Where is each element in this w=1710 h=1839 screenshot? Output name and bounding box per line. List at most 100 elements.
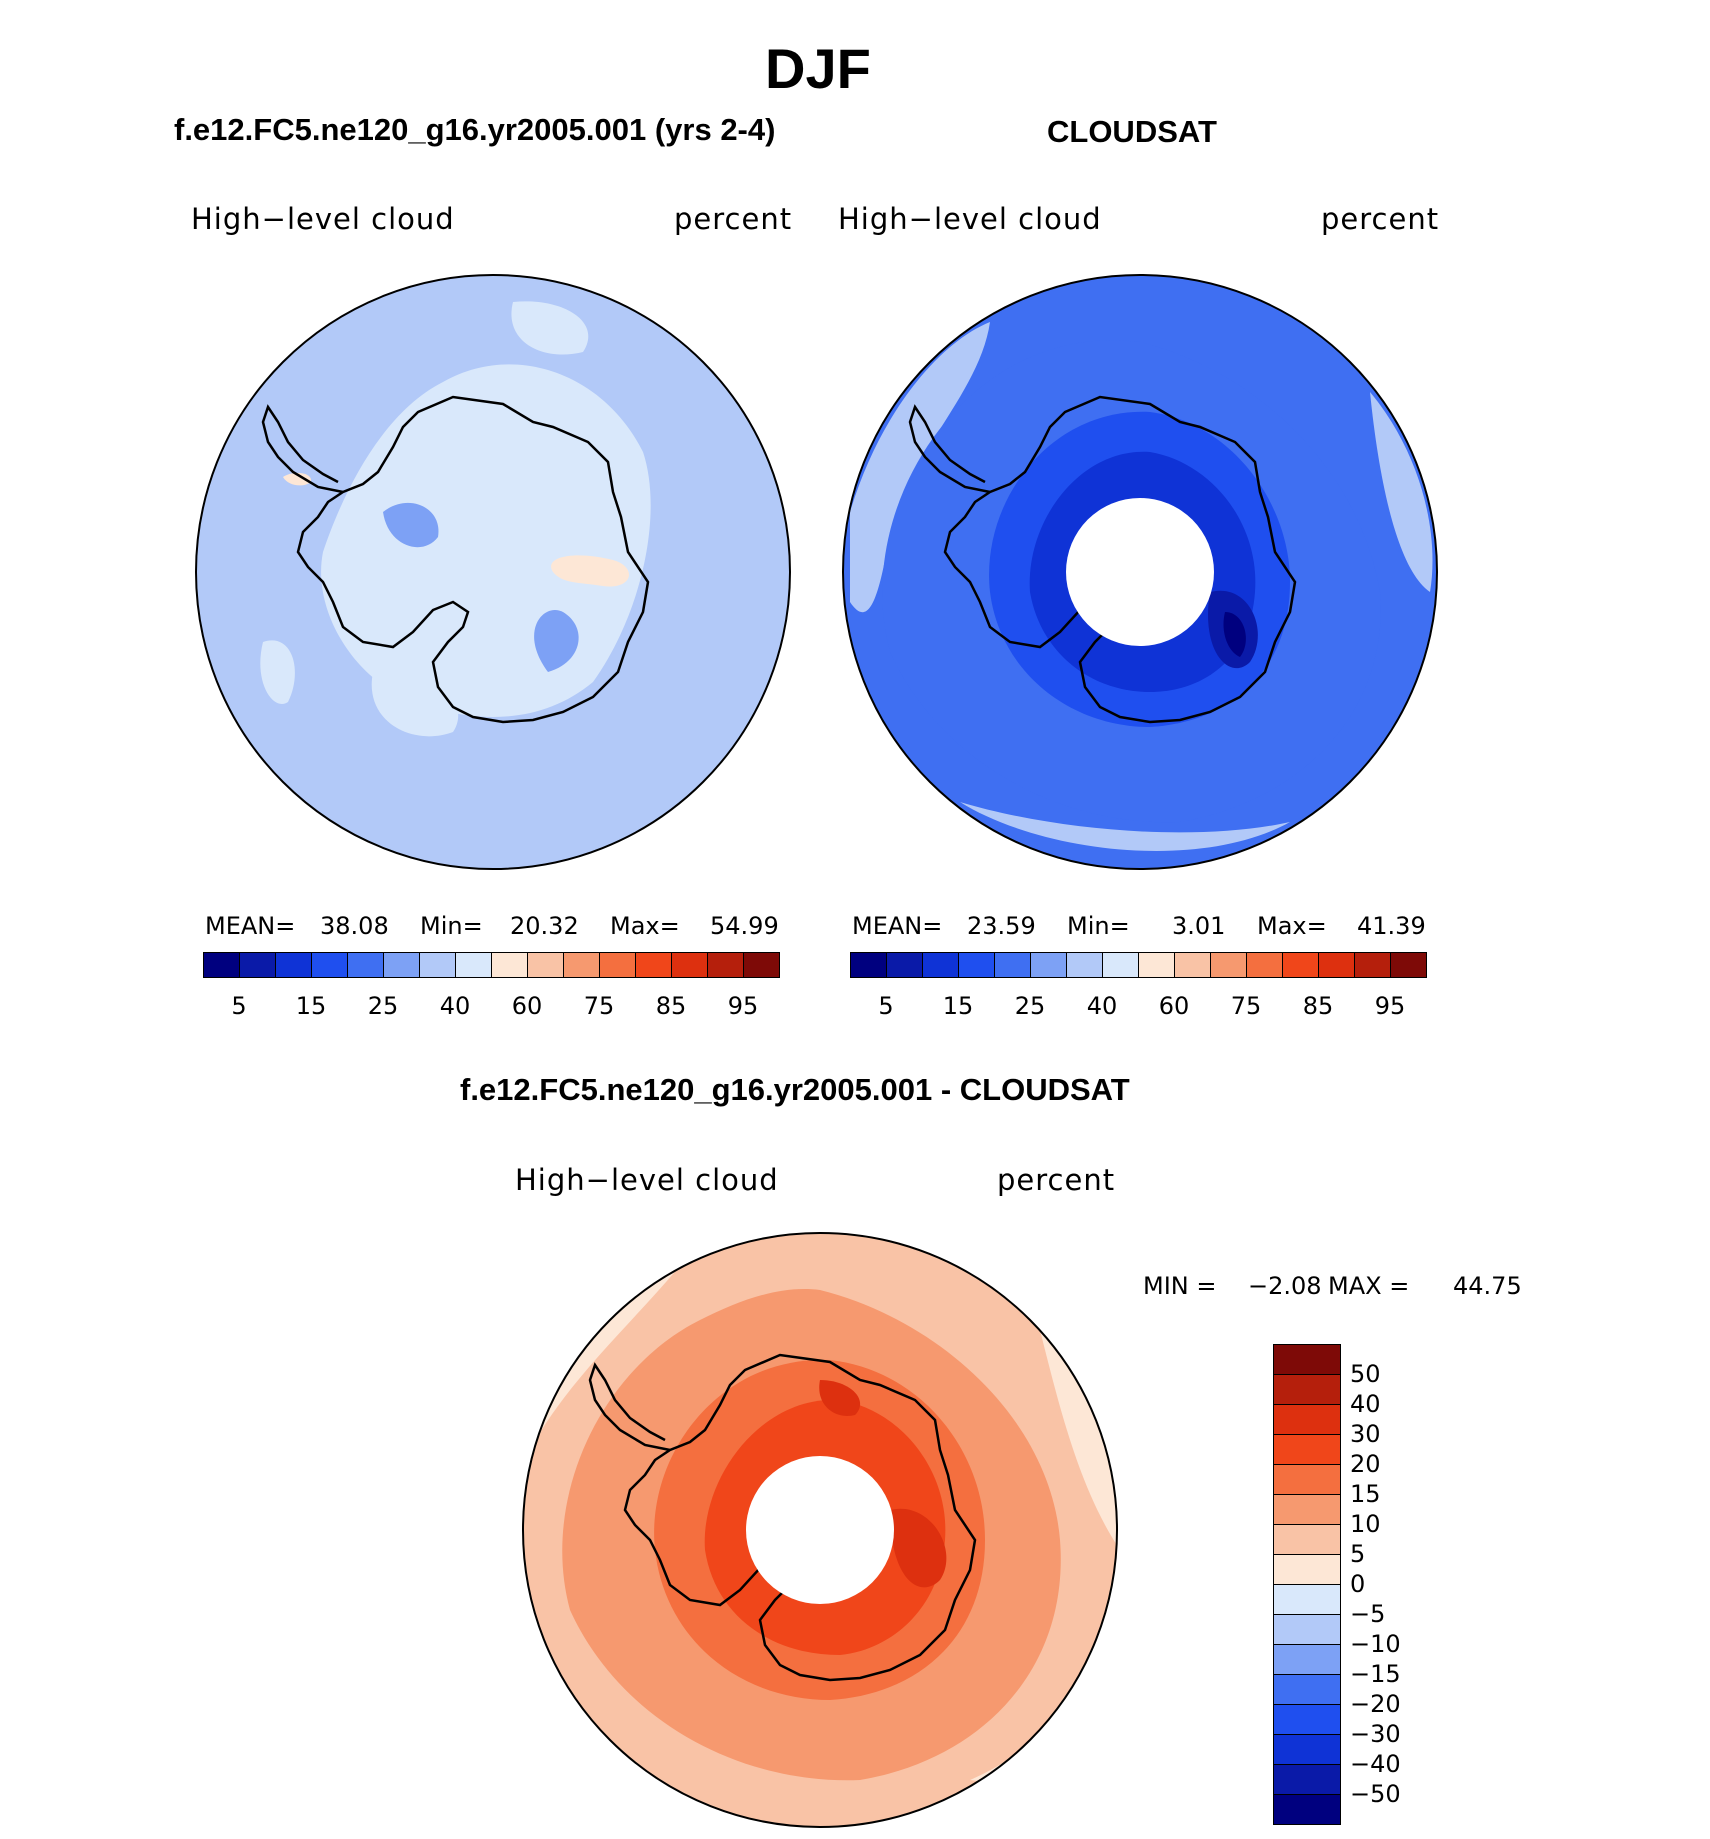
colorbar-swatch [239,952,276,978]
colorbar-swatch [527,952,564,978]
colorbar-swatch [1138,952,1175,978]
min-label: Min= [420,912,483,940]
max-label: Max= [1257,912,1327,940]
colorbar-swatch [1273,1584,1341,1615]
colorbar-tick-label: 0 [1350,1570,1366,1598]
colorbar-swatch [1102,952,1139,978]
colorbar-swatch [1273,1344,1341,1375]
colorbar-swatch [1066,952,1103,978]
colorbar-swatch [1030,952,1067,978]
panel-diff-subtitle: f.e12.FC5.ne120_g16.yr2005.001 - CLOUDSA… [460,1072,1130,1107]
colorbar-swatch [635,952,672,978]
colorbar-swatch [1273,1704,1341,1735]
colorbar-swatch [922,952,959,978]
max-value: 54.99 [710,912,779,940]
colorbar-swatch [850,952,887,978]
colorbar-swatch [1282,952,1319,978]
colorbar-tick-label: 40 [1086,992,1118,1020]
colorbar-swatch [1273,1404,1341,1435]
mean-label: MEAN= [205,912,296,940]
colorbar-swatch [1318,952,1355,978]
colorbar-tick-label: −30 [1350,1720,1401,1748]
panel-obs-variable-label: High−level cloud [838,202,1102,236]
colorbar-tick-label: 15 [295,992,327,1020]
colorbar-swatch [1273,1464,1341,1495]
panel-obs-units-label: percent [1321,202,1440,236]
colorbar-swatch [491,952,528,978]
mean-value: 23.59 [967,912,1036,940]
colorbar-tick-label: 50 [1350,1360,1381,1388]
colorbar-swatch [1390,952,1427,978]
colorbar-swatch [1246,952,1283,978]
colorbar-tick-label: −20 [1350,1690,1401,1718]
colorbar-swatch [419,952,456,978]
colorbar-swatch [1273,1374,1341,1405]
colorbar-swatch [599,952,636,978]
map-diff [523,1233,1117,1827]
colorbar-swatch [347,952,384,978]
colorbar-swatch [311,952,348,978]
colorbar-tick-label: 85 [655,992,687,1020]
colorbar-tick-label: 85 [1302,992,1334,1020]
colorbar-swatch [1273,1644,1341,1675]
max-label: MAX = [1328,1272,1410,1300]
colorbar-tick-label: 5 [878,992,894,1020]
colorbar-swatch [1174,952,1211,978]
colorbar-obs [850,952,1427,978]
max-value: 44.75 [1453,1272,1522,1300]
colorbar-tick-label: 30 [1350,1420,1381,1448]
figure-title: DJF [765,37,871,100]
panel-model-variable-label: High−level cloud [191,202,455,236]
colorbar-swatch [1273,1524,1341,1555]
colorbar-swatch [563,952,600,978]
colorbar-tick-label: 40 [1350,1390,1381,1418]
colorbar-swatch [743,952,780,978]
colorbar-tick-label: 25 [367,992,399,1020]
colorbar-tick-label: −15 [1350,1660,1401,1688]
min-value: 20.32 [510,912,579,940]
colorbar-tick-label: 60 [1158,992,1190,1020]
colorbar-model [203,952,780,978]
max-value: 41.39 [1357,912,1426,940]
colorbar-tick-label: −10 [1350,1630,1401,1658]
colorbar-diff [1273,1344,1341,1825]
mean-value: 38.08 [320,912,389,940]
colorbar-tick-label: −50 [1350,1780,1401,1808]
colorbar-tick-label: 95 [1374,992,1406,1020]
colorbar-tick-label: 75 [583,992,615,1020]
colorbar-swatch [1273,1734,1341,1765]
colorbar-swatch [383,952,420,978]
colorbar-tick-label: 15 [1350,1480,1381,1508]
min-value: −2.08 [1248,1272,1322,1300]
colorbar-swatch [1273,1494,1341,1525]
map-obs [843,275,1437,869]
colorbar-swatch [671,952,708,978]
colorbar-swatch [203,952,240,978]
map-model [196,275,790,869]
colorbar-swatch [958,952,995,978]
colorbar-tick-label: 5 [231,992,247,1020]
colorbar-swatch [1273,1434,1341,1465]
colorbar-tick-label: 15 [942,992,974,1020]
colorbar-tick-label: 5 [1350,1540,1366,1568]
panel-diff-units-label: percent [997,1163,1116,1197]
panel-diff-variable-label: High−level cloud [515,1163,779,1197]
min-label: MIN = [1143,1272,1217,1300]
colorbar-tick-label: −5 [1350,1600,1386,1628]
colorbar-tick-label: 75 [1230,992,1262,1020]
colorbar-swatch [1210,952,1247,978]
max-label: Max= [610,912,680,940]
colorbar-swatch [707,952,744,978]
colorbar-obs-ticks: 5 15 25 40 60 75 85 95 [850,992,1426,1022]
colorbar-tick-label: −40 [1350,1750,1401,1778]
panel-model-subtitle: f.e12.FC5.ne120_g16.yr2005.001 (yrs 2-4) [174,112,776,147]
colorbar-swatch [455,952,492,978]
colorbar-tick-label: 10 [1350,1510,1381,1538]
colorbar-swatch [994,952,1031,978]
colorbar-swatch [1354,952,1391,978]
colorbar-tick-label: 20 [1350,1450,1381,1478]
colorbar-tick-label: 60 [511,992,543,1020]
colorbar-tick-label: 25 [1014,992,1046,1020]
colorbar-swatch [886,952,923,978]
